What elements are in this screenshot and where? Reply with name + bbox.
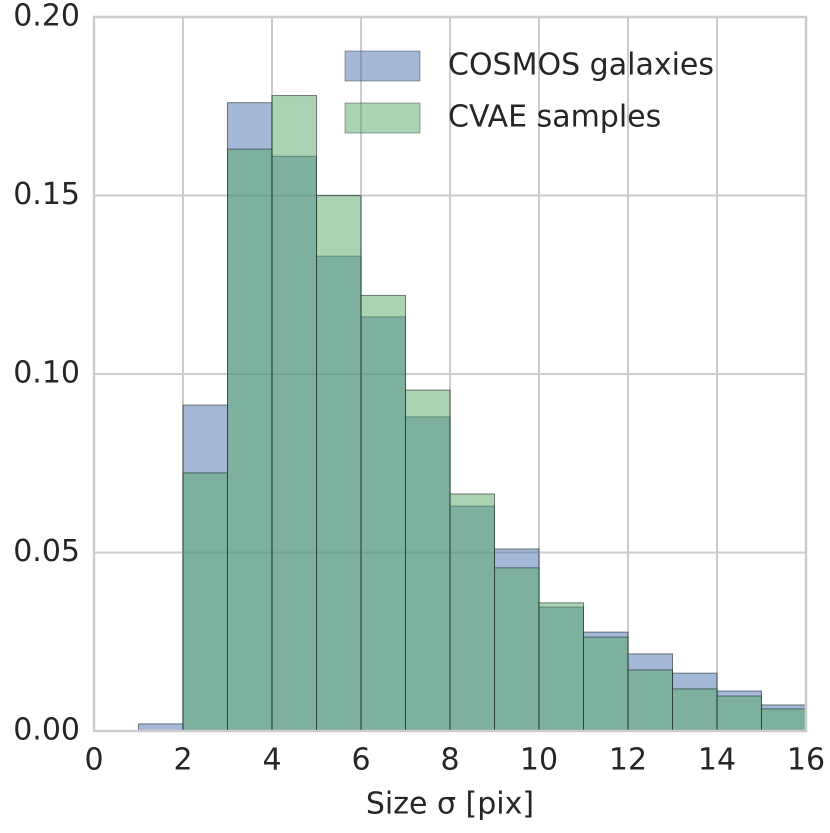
x-axis-label: Size σ [pix] xyxy=(366,787,534,822)
bar xyxy=(227,148,273,732)
legend-swatch xyxy=(344,102,421,134)
bar xyxy=(271,95,317,732)
legend-label: COSMOS galaxies xyxy=(448,48,714,83)
x-tick-label: 16 xyxy=(787,743,825,778)
y-tick-label: 0.00 xyxy=(13,713,80,748)
bar xyxy=(672,688,718,732)
x-tick-label: 8 xyxy=(440,743,459,778)
bar xyxy=(316,195,362,732)
x-tick-label: 10 xyxy=(520,743,558,778)
x-tick-label: 0 xyxy=(84,743,103,778)
bar xyxy=(716,695,762,732)
bar xyxy=(449,493,495,732)
bar xyxy=(583,636,629,732)
bar xyxy=(761,708,807,732)
y-tick-label: 0.15 xyxy=(13,177,80,212)
y-tick-label: 0.05 xyxy=(13,534,80,569)
legend-swatch xyxy=(344,50,421,82)
x-tick-label: 2 xyxy=(173,743,192,778)
y-tick-label: 0.10 xyxy=(13,356,80,391)
legend-label: CVAE samples xyxy=(448,100,661,135)
bar xyxy=(494,567,540,732)
plot-frame xyxy=(92,15,808,733)
y-tick-label: 0.20 xyxy=(13,0,80,34)
bar xyxy=(538,602,584,732)
bar xyxy=(627,669,673,732)
bar xyxy=(360,294,406,732)
bar xyxy=(405,389,451,732)
x-tick-label: 14 xyxy=(698,743,736,778)
x-tick-label: 4 xyxy=(262,743,281,778)
bar xyxy=(182,472,228,732)
x-tick-label: 12 xyxy=(609,743,647,778)
x-tick-label: 6 xyxy=(351,743,370,778)
